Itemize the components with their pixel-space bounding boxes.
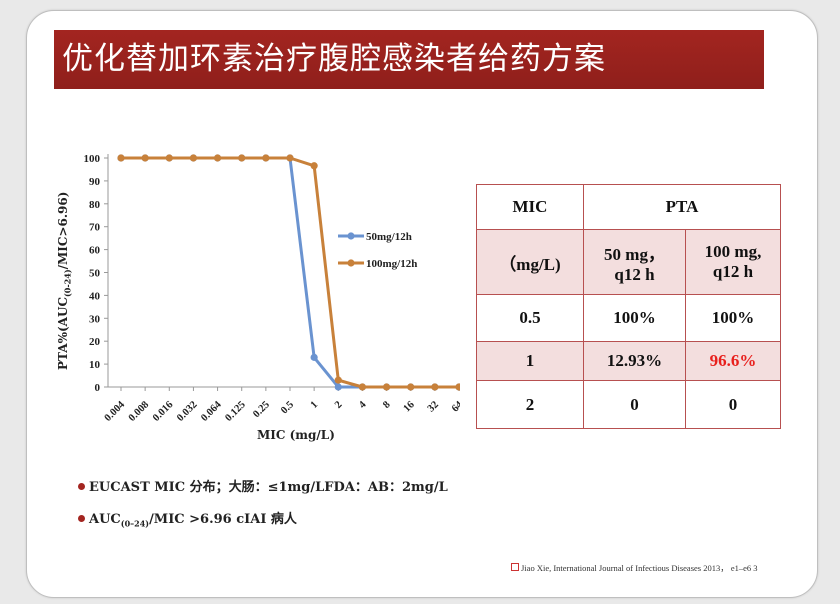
table-header-row: MIC PTA — [476, 184, 781, 230]
legend-marker — [347, 259, 355, 267]
y-tick-label: 50 — [89, 268, 101, 280]
y-tick-label: 90 — [89, 176, 101, 188]
data-point-100mg — [262, 154, 270, 162]
chart-x-axis-label: MIC (mg/L) — [257, 428, 335, 442]
mic-value: 0.5 — [476, 294, 584, 342]
x-tick-label: 0.5 — [279, 399, 296, 416]
data-point-100mg — [213, 154, 222, 162]
data-point-100mg — [286, 154, 294, 162]
header-mic: MIC — [476, 184, 584, 230]
slide-title: 优化替加环素治疗腹腔感染者给药方案 — [62, 41, 606, 77]
pta-100-value: 0 — [685, 380, 781, 429]
table-subheader-row: （mg/L) 50 mg， q12 h 100 mg, q12 h — [476, 229, 781, 295]
y-tick-label: 20 — [89, 336, 101, 348]
y-tick-label: 40 — [89, 290, 101, 302]
x-tick-label: 0.064 — [199, 399, 224, 424]
data-point-100mg — [141, 154, 149, 162]
x-tick-label: 64 — [450, 399, 460, 415]
series-line-100mg — [121, 156, 459, 389]
pta-100-value: 100% — [685, 294, 781, 342]
data-point-100mg — [407, 383, 415, 391]
data-point-100mg — [358, 383, 367, 391]
x-tick-label: 1 — [309, 399, 320, 410]
note-eucast: EUCAST MIC 分布；大肠：≤1mg/LFDA：AB：2mg/L — [78, 476, 448, 495]
dose-50-cell: 50 mg， q12 h — [583, 229, 686, 295]
table-row: 0.5 100% 100% — [476, 294, 781, 342]
x-tick-label: 0.016 — [151, 399, 175, 423]
legend-label: 100mg/12h — [366, 258, 417, 270]
x-tick-label: 8 — [381, 399, 392, 410]
data-point-100mg — [431, 383, 439, 391]
mic-value: 1 — [476, 341, 584, 381]
x-tick-label: 4 — [357, 399, 369, 411]
x-tick-label: 0.004 — [103, 399, 128, 424]
pta-50-value: 100% — [583, 294, 686, 342]
x-tick-label: 0.008 — [127, 399, 151, 423]
y-tick-label: 10 — [89, 359, 101, 371]
header-pta: PTA — [583, 184, 781, 230]
x-tick-label: 0.125 — [223, 399, 247, 423]
data-point-100mg — [189, 154, 198, 162]
data-point-100mg — [165, 154, 173, 162]
x-tick-label: 0.032 — [175, 399, 199, 423]
data-point-100mg — [238, 154, 246, 162]
dose-100-cell: 100 mg, q12 h — [685, 229, 781, 295]
pta-table: MIC PTA （mg/L) 50 mg， q12 h 100 mg, q12 h … — [476, 184, 781, 429]
legend-label: 50mg/12h — [366, 231, 412, 243]
legend-marker — [347, 232, 355, 240]
data-point-100mg — [382, 383, 391, 391]
bullet-dot-icon — [78, 515, 85, 522]
bullet-dot-icon — [78, 483, 85, 490]
citation: Jiao Xie, International Journal of Infec… — [511, 562, 758, 574]
data-point-50mg — [310, 353, 318, 361]
unit-cell: （mg/L) — [476, 229, 584, 295]
series-line-50mg — [121, 156, 459, 389]
x-tick-label: 0.25 — [251, 399, 272, 420]
x-tick-label: 16 — [402, 399, 417, 414]
data-point-50mg — [334, 383, 342, 391]
note-auc: AUC(0–24)/MIC >6.96 cIAI 病人 — [78, 508, 297, 529]
pta-50-value: 0 — [583, 380, 686, 429]
data-point-100mg — [117, 154, 125, 162]
y-tick-label: 60 — [89, 245, 101, 257]
chart-y-axis-label: PTA%(AUC(0-24)/MIC>6.96) — [56, 191, 73, 370]
x-tick-label: 32 — [426, 399, 441, 414]
data-point-100mg — [334, 376, 342, 384]
title-bar — [54, 30, 764, 89]
table-row: 1 12.93% 96.6% — [476, 341, 781, 381]
y-tick-label: 80 — [89, 199, 101, 211]
data-point-100mg — [455, 383, 460, 391]
citation-box-icon — [511, 563, 519, 571]
pta-100-value-highlight: 96.6% — [685, 341, 781, 381]
x-tick-label: 2 — [333, 399, 344, 410]
mic-value: 2 — [476, 380, 584, 429]
y-tick-label: 70 — [89, 222, 101, 234]
y-tick-label: 30 — [89, 313, 101, 325]
y-tick-label: 0 — [95, 382, 101, 394]
pta-50-value: 12.93% — [583, 341, 686, 381]
data-point-100mg — [310, 162, 318, 170]
y-tick-label: 100 — [84, 153, 101, 165]
table-row: 2 0 0 — [476, 380, 781, 429]
